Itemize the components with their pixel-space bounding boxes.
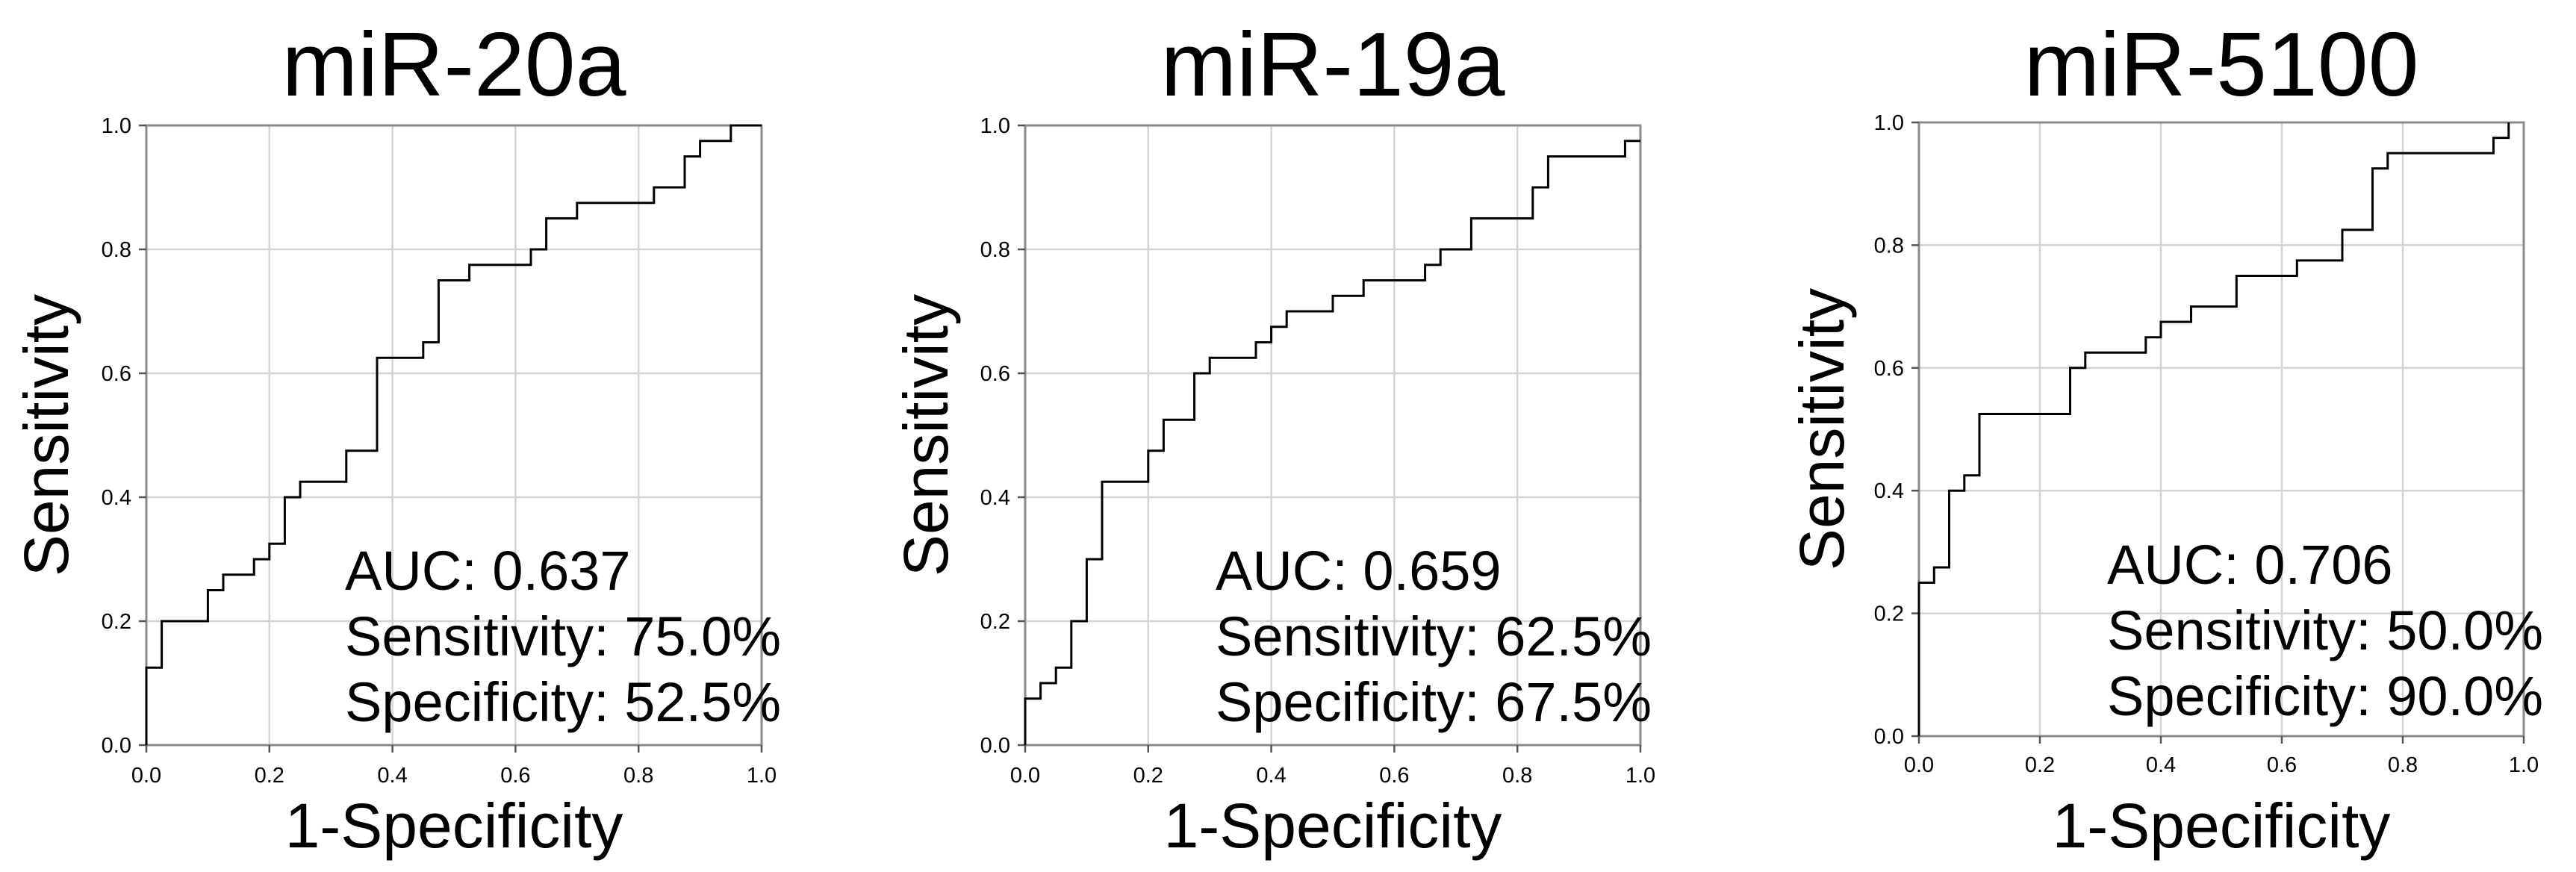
chart-2: 0.0 0.2 0.4 0.6 0.8 1.0 0.0 0.2 0.4 0.6 0.8 1.0 miR-… xyxy=(891,13,1655,861)
chart-3-y-axis-label: Sensitivity xyxy=(1787,288,1857,570)
chart-2-plot-frame xyxy=(1024,124,1642,747)
chart-2-y-tick-label: 0.0 xyxy=(980,734,1010,758)
chart-2-title: miR-19a xyxy=(1160,13,1505,115)
chart-2-x-tick-label: 0.8 xyxy=(1502,764,1532,788)
chart-1-y-tick-label: 0.0 xyxy=(102,734,131,758)
chart-2-auc-annotation: AUC: 0.659 xyxy=(1216,540,1502,602)
chart-2-x-tick-label: 0.0 xyxy=(1010,764,1040,788)
chart-3-x-tick-label: 0.6 xyxy=(2267,753,2297,777)
chart-2-x-axis-label: 1-Specificity xyxy=(1164,791,1502,861)
chart-1-specificity-annotation: Specificity: 52.5% xyxy=(345,671,781,733)
chart-3-x-axis-label: 1-Specificity xyxy=(2053,791,2391,861)
chart-1-y-axis-label: Sensitivity xyxy=(11,294,81,576)
chart-1-x-tick-label: 0.0 xyxy=(131,764,161,788)
chart-3-y-tick-label: 0.4 xyxy=(1874,479,1904,503)
chart-2-x-tick-label: 0.4 xyxy=(1256,764,1286,788)
chart-1-x-tick-label: 0.6 xyxy=(500,764,530,788)
chart-1-sensitivity-annotation: Sensitivity: 75.0% xyxy=(345,605,781,667)
chart-1-x-tick-label: 1.0 xyxy=(747,764,777,788)
chart-3-x-tick-label: 0.2 xyxy=(2025,753,2055,777)
chart-2-y-tick-label: 0.8 xyxy=(980,238,1010,262)
chart-3-roc-curve xyxy=(1917,122,2510,736)
chart-3-y-tick-label: 1.0 xyxy=(1874,111,1904,135)
chart-2-x-tick-label: 0.2 xyxy=(1133,764,1163,788)
chart-1-y-tick-label: 0.4 xyxy=(102,486,131,510)
chart-1-y-tick-label: 0.2 xyxy=(102,610,131,634)
chart-3-x-tick-label: 0.8 xyxy=(2388,753,2418,777)
chart-1-plot-frame xyxy=(145,124,763,747)
chart-1-x-tick-label: 0.4 xyxy=(377,764,407,788)
chart-1-y-tick-label: 0.8 xyxy=(102,238,131,262)
chart-2-specificity-annotation: Specificity: 67.5% xyxy=(1216,671,1652,733)
chart-3-x-tick-label: 1.0 xyxy=(2509,753,2539,777)
chart-1: 0.0 0.2 0.4 0.6 0.8 1.0 0.0 0.2 0.4 0.6 0.8 1.0 miR-… xyxy=(11,13,781,861)
chart-2-y-tick-label: 0.2 xyxy=(980,610,1010,634)
chart-2-x-tick-label: 0.6 xyxy=(1379,764,1409,788)
chart-3-x-tick-label: 0.0 xyxy=(1904,753,1934,777)
chart-3-y-tick-label: 0.6 xyxy=(1874,357,1904,381)
chart-3-y-tick-label: 0.0 xyxy=(1874,725,1904,749)
chart-3-specificity-annotation: Specificity: 90.0% xyxy=(2107,665,2543,727)
chart-2-sensitivity-annotation: Sensitivity: 62.5% xyxy=(1216,605,1652,667)
chart-3-plot-frame xyxy=(1917,121,2525,738)
chart-3-auc-annotation: AUC: 0.706 xyxy=(2107,534,2393,596)
chart-1-x-tick-label: 0.8 xyxy=(623,764,653,788)
chart-1-title: miR-20a xyxy=(281,13,626,115)
chart-3-x-tick-label: 0.4 xyxy=(2146,753,2176,777)
chart-2-y-tick-label: 1.0 xyxy=(980,114,1010,138)
chart-1-x-axis-label: 1-Specificity xyxy=(285,791,623,861)
chart-2-y-tick-label: 0.4 xyxy=(980,486,1010,510)
chart-2-roc-curve xyxy=(1024,140,1640,745)
chart-3-y-tick-label: 0.8 xyxy=(1874,234,1904,258)
chart-1-auc-annotation: AUC: 0.637 xyxy=(345,540,631,602)
chart-2-y-axis-label: Sensitivity xyxy=(891,294,961,576)
chart-2-y-tick-label: 0.6 xyxy=(980,362,1010,386)
chart-3-title: miR-5100 xyxy=(2024,13,2419,115)
chart-1-y-tick-label: 1.0 xyxy=(102,114,131,138)
chart-3-sensitivity-annotation: Sensitivity: 50.0% xyxy=(2107,600,2543,661)
chart-1-roc-curve xyxy=(145,124,762,745)
chart-3-y-tick-label: 0.2 xyxy=(1874,602,1904,626)
chart-3: 0.0 0.2 0.4 0.6 0.8 1.0 0.0 0.2 0.4 0.6 0.8 1.0 miR-… xyxy=(1787,13,2543,861)
chart-1-y-tick-label: 0.6 xyxy=(102,362,131,386)
chart-2-x-tick-label: 1.0 xyxy=(1625,764,1655,788)
chart-1-x-tick-label: 0.2 xyxy=(255,764,284,788)
